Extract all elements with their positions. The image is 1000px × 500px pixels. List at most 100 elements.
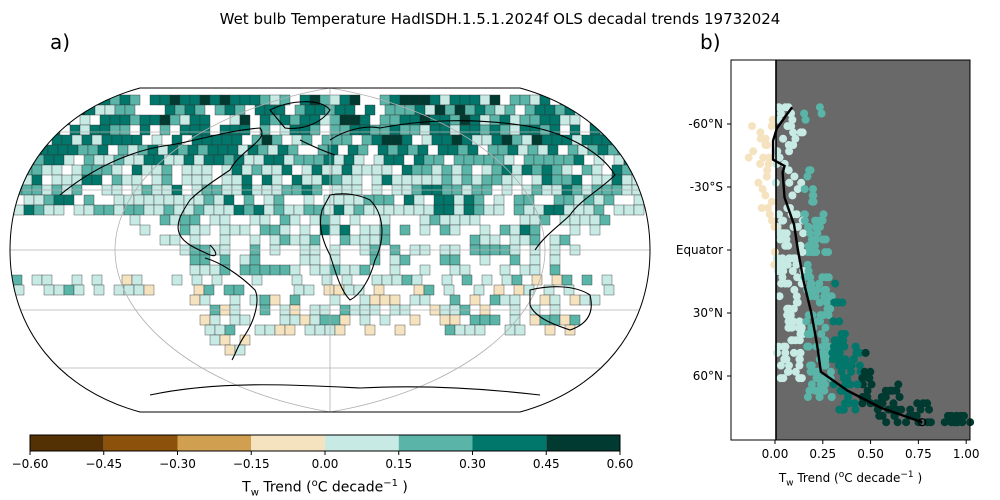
profile-point [809, 197, 818, 206]
trend-cell [139, 224, 151, 236]
trend-cell [181, 164, 193, 176]
trend-cell [71, 274, 83, 286]
trend-cell [479, 94, 491, 106]
profile-point [835, 317, 844, 326]
trend-cell [383, 194, 395, 206]
trend-cell [83, 204, 95, 216]
profile-xlabel: Tw Trend (oC decade−1 ) [778, 470, 923, 489]
trend-cell [399, 254, 411, 266]
trend-cell [549, 294, 561, 306]
profile-xtick-label: 0.00 [762, 447, 789, 461]
trend-cell [401, 174, 413, 186]
trend-cell [469, 234, 481, 246]
profile-point [837, 405, 846, 414]
trend-cell [61, 134, 73, 146]
trend-cell [199, 94, 211, 106]
trend-cell [417, 144, 429, 156]
trend-cell [393, 204, 405, 216]
profile-point [943, 411, 952, 420]
profile-point [790, 172, 799, 181]
trend-cell [401, 134, 413, 146]
trend-cell [531, 274, 543, 286]
trend-cell [429, 124, 441, 136]
trend-cell [563, 284, 575, 296]
profile-point [953, 418, 962, 427]
trend-cell [11, 174, 23, 186]
trend-cell [439, 224, 451, 236]
trend-cell [273, 204, 285, 216]
trend-cell [531, 164, 543, 176]
trend-cell [73, 284, 85, 296]
trend-cell [409, 314, 421, 326]
trend-cell [293, 204, 305, 216]
profile-point [844, 393, 853, 401]
trend-cell [159, 114, 171, 126]
trend-cell [349, 264, 361, 276]
trend-cell [439, 314, 451, 326]
trend-cell [289, 294, 301, 306]
trend-cell [334, 104, 346, 116]
profile-point [795, 317, 804, 326]
trend-cell [174, 104, 186, 116]
trend-cell [571, 174, 583, 186]
trend-cell [149, 114, 161, 126]
trend-cell [124, 104, 136, 116]
trend-cell [39, 124, 51, 136]
trend-cell [589, 224, 601, 236]
trend-cell [383, 154, 395, 166]
trend-cell [229, 124, 241, 136]
profile-point [789, 128, 798, 137]
trend-cell [274, 104, 286, 116]
profile-point [778, 273, 787, 282]
trend-cell [481, 164, 493, 176]
profile-point [748, 122, 757, 131]
trend-cell [143, 284, 155, 296]
trend-cell [319, 214, 331, 226]
trend-cell [249, 254, 261, 266]
zonal-mean-endpoint [918, 418, 927, 427]
trend-cell [509, 224, 521, 236]
figure-title: Wet bulb Temperature HadISDH.1.5.1.2024f… [219, 10, 781, 28]
trend-cell [209, 94, 221, 106]
trend-cell [21, 164, 33, 176]
profile-point [865, 374, 874, 383]
profile-point [793, 298, 802, 307]
trend-cell [249, 214, 261, 226]
trend-cell [553, 154, 565, 166]
trend-cell [254, 104, 266, 116]
trend-cell [223, 154, 235, 166]
trend-cell [461, 164, 473, 176]
trend-cell [413, 194, 425, 206]
profile-point [796, 330, 805, 338]
profile-point [807, 361, 816, 370]
trend-cell [509, 124, 521, 136]
trend-cell [229, 224, 241, 236]
trend-cell [53, 194, 65, 206]
profile-point [820, 235, 829, 244]
profile-point [863, 386, 872, 395]
panel-b-label: b) [700, 30, 721, 54]
profile-point [784, 367, 793, 376]
profile-point [838, 298, 847, 307]
trend-cell [271, 134, 283, 146]
profile-point [897, 405, 906, 414]
trend-grid-cells [11, 94, 645, 356]
trend-cell [581, 134, 593, 146]
profile-point [796, 348, 805, 357]
trend-cell [131, 134, 143, 146]
trend-cell [481, 174, 493, 186]
trend-cell [173, 194, 185, 206]
profile-point [803, 393, 812, 401]
trend-cell [419, 214, 431, 226]
trend-cell [204, 324, 216, 336]
trend-cell [513, 284, 525, 296]
profile-point [895, 393, 904, 401]
trend-cell [371, 274, 383, 286]
trend-cell [199, 314, 211, 326]
profile-point [785, 178, 794, 187]
trend-cell [309, 124, 321, 136]
trend-cell [539, 114, 551, 126]
trend-cell [631, 164, 643, 176]
trend-cell [463, 194, 475, 206]
trend-cell [449, 314, 461, 326]
